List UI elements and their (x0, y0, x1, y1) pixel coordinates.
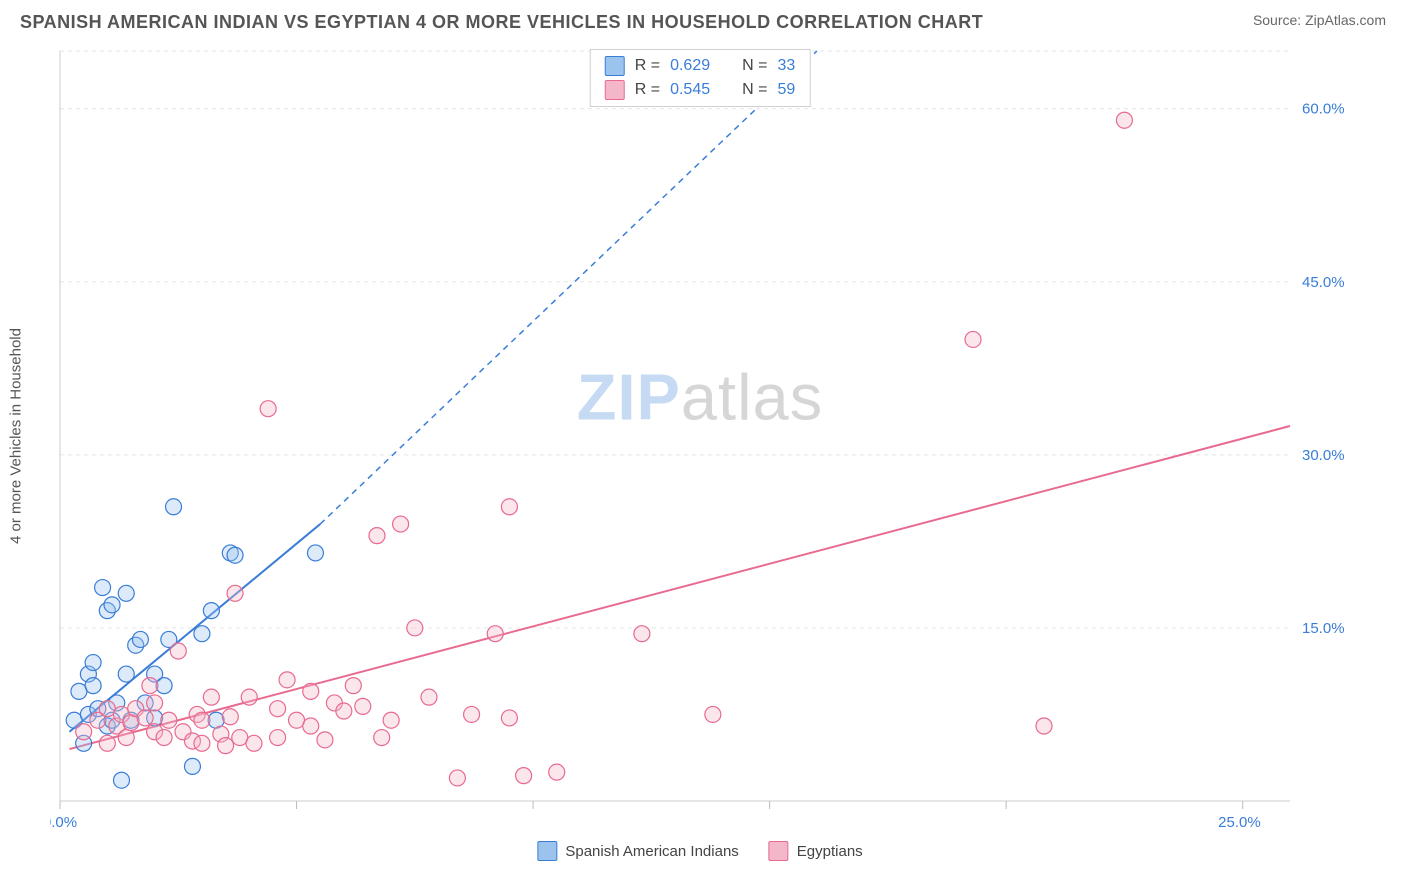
stats-n-label-1: N = (742, 81, 767, 99)
stats-n-label-0: N = (742, 57, 767, 75)
chart-container: 4 or more Vehicles in Household 15.0%30.… (50, 41, 1350, 831)
svg-text:25.0%: 25.0% (1218, 814, 1261, 831)
stats-legend-box: R = 0.629 N = 33 R = 0.545 N = 59 (590, 49, 811, 107)
legend-label-1: Egyptians (797, 843, 863, 860)
scatter-plot: 15.0% 30.0% 45.0% 60.0% 0.0% 25.0% (50, 41, 1350, 831)
svg-text:0.0%: 0.0% (50, 814, 77, 831)
legend-label-0: Spanish American Indians (565, 843, 738, 860)
svg-text:15.0%: 15.0% (1302, 620, 1345, 637)
legend-item-0: Spanish American Indians (537, 841, 738, 861)
stats-swatch-1 (605, 80, 625, 100)
legend-swatch-0 (537, 841, 557, 861)
stats-swatch-0 (605, 56, 625, 76)
source-value: ZipAtlas.com (1305, 12, 1386, 28)
stats-r-value-1: 0.545 (670, 81, 710, 99)
legend-swatch-1 (769, 841, 789, 861)
stats-r-label-1: R = (635, 81, 660, 99)
chart-header: SPANISH AMERICAN INDIAN VS EGYPTIAN 4 OR… (0, 0, 1406, 41)
stats-row-series-1: R = 0.545 N = 59 (605, 78, 796, 102)
stats-n-value-1: 59 (777, 81, 795, 99)
chart-source: Source: ZipAtlas.com (1253, 12, 1386, 28)
stats-r-value-0: 0.629 (670, 57, 710, 75)
stats-r-label-0: R = (635, 57, 660, 75)
source-label: Source: (1253, 12, 1301, 28)
legend-item-1: Egyptians (769, 841, 863, 861)
stats-n-value-0: 33 (777, 57, 795, 75)
stats-row-series-0: R = 0.629 N = 33 (605, 54, 796, 78)
y-axis-label: 4 or more Vehicles in Household (8, 328, 25, 544)
svg-text:60.0%: 60.0% (1302, 101, 1345, 118)
svg-text:45.0%: 45.0% (1302, 274, 1345, 291)
chart-title: SPANISH AMERICAN INDIAN VS EGYPTIAN 4 OR… (20, 12, 983, 33)
svg-text:30.0%: 30.0% (1302, 447, 1345, 464)
legend-bottom: Spanish American Indians Egyptians (537, 841, 862, 861)
